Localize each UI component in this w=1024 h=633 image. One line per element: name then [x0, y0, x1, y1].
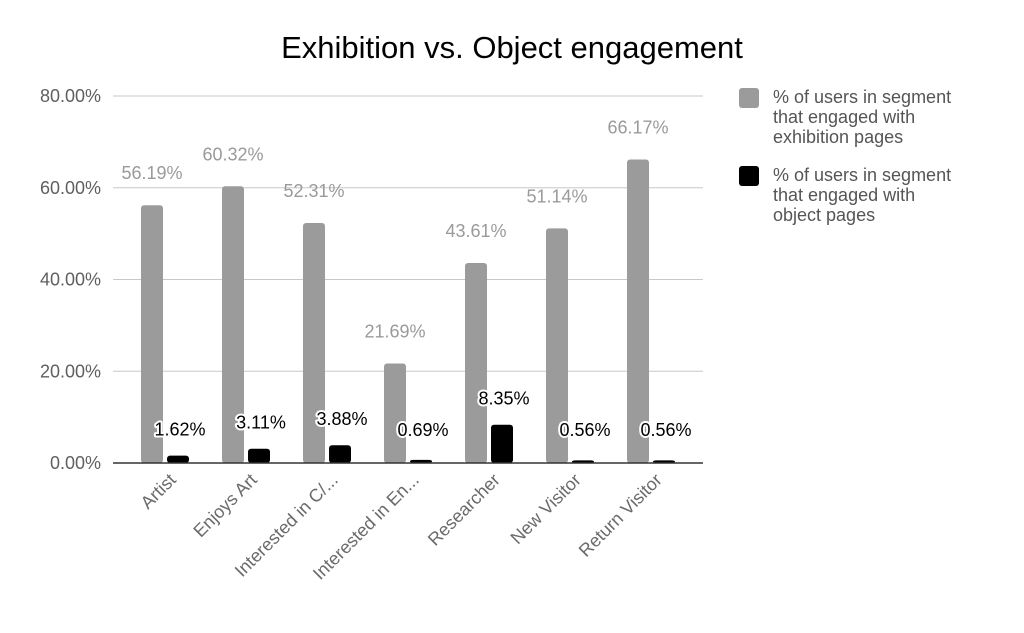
y-tick-label: 40.00%	[40, 270, 101, 290]
bar-object	[410, 459, 432, 463]
data-label-exhibition: 56.19%	[121, 163, 182, 183]
data-label-exhibition: 21.69%	[364, 321, 425, 341]
data-label-exhibition: 43.61%	[445, 221, 506, 241]
x-tick-label: Enjoys Art	[189, 470, 260, 541]
data-label-object: 0.56%	[559, 420, 610, 440]
data-label-exhibition: 66.17%	[607, 117, 668, 137]
legend-label-line: % of users in segment	[773, 165, 951, 185]
bar-object	[167, 455, 189, 463]
x-tick-label: New Visitor	[507, 470, 585, 548]
bar-exhibition	[546, 228, 568, 463]
bars	[141, 159, 675, 464]
gridlines	[113, 95, 703, 372]
data-label-object: 0.69%	[397, 420, 448, 440]
data-label-object: 3.88%	[316, 409, 367, 429]
y-tick-label: 60.00%	[40, 178, 101, 198]
bar-exhibition	[465, 262, 487, 463]
y-tick-label: 80.00%	[40, 86, 101, 106]
legend-label-line: that engaged with	[773, 185, 915, 205]
data-label-object: 8.35%	[478, 389, 529, 409]
x-tick-label: Return Visitor	[575, 470, 666, 561]
legend-label-line: object pages	[773, 205, 875, 225]
bar-exhibition	[627, 159, 649, 463]
bar-exhibition	[303, 223, 325, 463]
bar-object	[491, 424, 513, 463]
data-label-object: 0.56%	[640, 420, 691, 440]
data-label-exhibition: 52.31%	[283, 181, 344, 201]
y-tick-label: 20.00%	[40, 361, 101, 381]
y-tick-label: 0.00%	[50, 453, 101, 473]
legend-swatch-object	[739, 166, 759, 186]
bar-exhibition	[222, 186, 244, 464]
bar-object	[248, 448, 270, 463]
data-label-object: 3.11%	[236, 413, 286, 433]
x-tick-label: Artist	[137, 470, 180, 513]
x-tick-label: Researcher	[424, 470, 504, 550]
data-label-exhibition: 60.32%	[202, 144, 263, 164]
y-axis-ticks: 0.00% 20.00% 40.00% 60.00% 80.00%	[40, 86, 101, 473]
data-labels: 56.19% 1.62% 60.32% 3.11% 52.31% 3.88% 21.69% 0…	[121, 117, 693, 442]
legend-swatch-exhibition	[739, 88, 759, 108]
bar-object	[329, 445, 351, 463]
data-label-object: 1.62%	[154, 420, 205, 440]
bar-exhibition	[384, 363, 406, 463]
legend-label-line: % of users in segment	[773, 87, 951, 107]
data-label-exhibition: 51.14%	[526, 186, 587, 206]
chart-title: Exhibition vs. Object engagement	[281, 30, 743, 65]
legend-label-line: that engaged with	[773, 107, 915, 127]
bar-exhibition	[141, 205, 163, 463]
legend-label-line: exhibition pages	[773, 127, 903, 147]
